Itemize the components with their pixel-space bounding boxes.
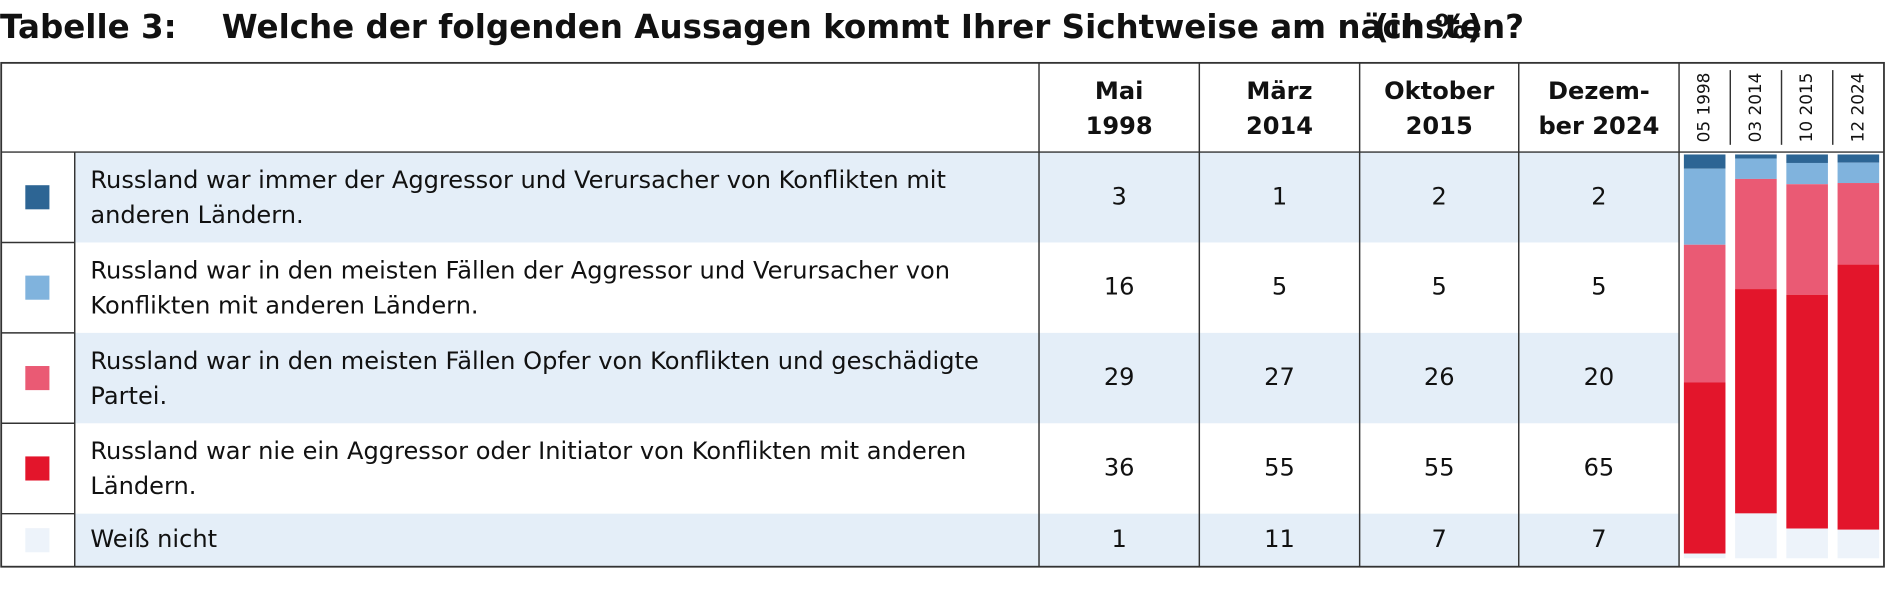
column-header: 2015 [1406,112,1473,140]
chart-column-label: 05 1998 [1694,73,1714,143]
row-label: Konflikten mit anderen Ländern. [90,291,478,319]
row-background [74,152,1680,243]
cell-value: 16 [1104,273,1135,301]
stacked-bar-segment [1735,289,1777,514]
legend-swatch [25,456,50,481]
stacked-bar-segment [1837,162,1880,184]
row-background [74,513,1680,567]
column-header: 2014 [1246,112,1313,140]
row-label: Partei. [90,382,167,410]
row-background [74,332,1680,424]
stacked-bar-segment [1786,162,1828,185]
table-unit: (in %) [1374,8,1482,46]
cell-value: 7 [1432,525,1447,553]
cell-value: 55 [1424,453,1455,481]
cell-value: 26 [1424,363,1455,391]
row-label: Russland war in den meisten Fällen der A… [90,256,950,284]
legend-swatch [25,185,50,210]
legend-swatch [25,528,50,553]
cell-value: 2 [1432,182,1447,210]
stacked-bar-segment [1683,382,1726,554]
row-label: Weiß nicht [90,525,217,553]
cell-value: 3 [1112,182,1127,210]
legend-swatch [25,275,50,300]
row-label: Russland war in den meisten Fällen Opfer… [90,347,978,375]
cell-value: 11 [1264,525,1295,553]
stacked-bar-segment [1683,168,1726,245]
cell-value: 5 [1272,273,1287,301]
stacked-bar-segment [1735,158,1777,179]
cell-value: 36 [1104,453,1135,481]
chart-column-label: 12 2024 [1847,73,1867,143]
cell-value: 55 [1264,453,1295,481]
column-header: Oktober [1384,77,1494,105]
cell-value: 7 [1591,525,1606,553]
stacked-bar-segment [1837,264,1880,530]
table-title: Welche der folgenden Aussagen kommt Ihre… [222,8,1524,46]
column-header: Dezem- [1548,77,1650,105]
cell-value: 20 [1584,363,1615,391]
column-header: März [1246,77,1312,105]
stacked-bar-segment [1735,154,1777,159]
cell-value: 1 [1272,182,1287,210]
stacked-bar-segment [1837,529,1880,559]
cell-value: 27 [1264,363,1295,391]
cell-value: 5 [1432,273,1447,301]
stacked-bar-segment [1786,154,1828,163]
row-label: Russland war immer der Aggressor und Ver… [90,166,946,194]
column-header: Mai [1095,77,1144,105]
row-label: anderen Ländern. [90,201,303,229]
cell-value: 1 [1112,525,1127,553]
row-label: Ländern. [90,472,196,500]
table-frame [0,61,1885,568]
stacked-bar-segment [1683,553,1726,559]
stacked-bar-segment [1837,183,1880,265]
cell-value: 65 [1584,453,1615,481]
chart-column-label: 10 2015 [1796,73,1816,143]
stacked-bar-segment [1786,294,1828,529]
row-label: Russland war nie ein Aggressor oder Init… [90,437,966,465]
stacked-bar-segment [1786,184,1828,295]
stacked-bar-segment [1683,154,1726,169]
column-header: 1998 [1086,112,1153,140]
stacked-bar-segment [1683,244,1726,383]
stacked-bar-segment [1735,178,1777,290]
stacked-bar-segment [1735,513,1777,559]
stacked-bar-segment [1837,154,1880,163]
stacked-bar-segment [1786,528,1828,559]
legend-swatch [25,366,50,391]
chart-column-label: 03 2014 [1745,73,1765,143]
cell-value: 29 [1104,363,1135,391]
cell-value: 2 [1591,182,1606,210]
cell-value: 5 [1591,273,1606,301]
column-header: ber 2024 [1538,112,1659,140]
table-label: Tabelle 3: [0,8,177,46]
